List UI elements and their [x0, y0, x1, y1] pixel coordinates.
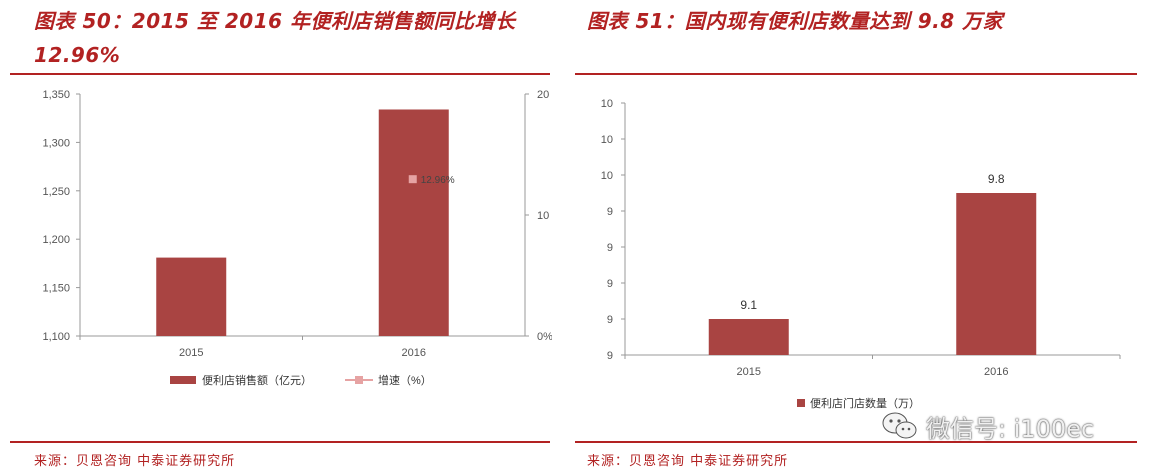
y-tick-label: 10 [601, 134, 613, 146]
left-panel: 图表 50：2015 至 2016 年便利店销售额同比增长 12.96% 1,1… [0, 0, 552, 474]
left-y-tick-label: 1,250 [42, 186, 70, 198]
left-title-rule [10, 73, 550, 75]
bar-stores-2016 [956, 193, 1037, 355]
x-tick-label: 2015 [179, 347, 203, 359]
legend-label-stores: 便利店门店数量（万） [810, 396, 920, 410]
y-tick-label: 9 [607, 278, 613, 290]
watermark: 微信号: i100ec [880, 406, 1140, 446]
y-tick-label: 9 [607, 314, 613, 326]
x-tick-label: 2016 [984, 366, 1008, 378]
right-source: 来源：贝恩咨询 中泰证券研究所 [587, 454, 789, 469]
legend-label-sales: 便利店销售额（亿元） [202, 373, 312, 387]
y-tick-label: 9 [607, 350, 613, 362]
bar-data-label: 9.8 [988, 172, 1005, 186]
bar-sales-2016 [378, 109, 449, 336]
left-y-tick-label: 1,150 [42, 283, 70, 295]
left-chart: 1,100 1,150 1,200 1,250 1,300 1,350 0% 10 20 2015… [42, 89, 552, 387]
y-tick-label: 10 [601, 170, 613, 182]
right-chart-title: 图表 51：国内现有便利店数量达到 9.8 万家 [587, 9, 1004, 33]
bar-sales-2015 [156, 257, 227, 336]
x-tick-label: 2016 [402, 347, 426, 359]
legend-swatch-sales [170, 376, 196, 384]
left-y-tick-label: 1,100 [42, 331, 70, 343]
growth-data-label: 12.96% [421, 175, 455, 186]
right-source-rule [575, 441, 1137, 443]
left-y-tick-label: 1,350 [42, 89, 70, 101]
right-title-rule [575, 73, 1137, 75]
right-y-tick-label: 10 [537, 210, 549, 222]
left-chart-title: 图表 50：2015 至 2016 年便利店销售额同比增长 12.96% [34, 9, 516, 67]
right-y-tick-label: 20 [537, 89, 549, 101]
growth-marker-2016 [408, 175, 417, 184]
legend-swatch-stores [797, 399, 805, 407]
right-panel: 图表 51：国内现有便利店数量达到 9.8 万家 9 9 9 9 9 10 10 10 9.1 2… [575, 0, 1140, 474]
y-tick-label: 9 [607, 242, 613, 254]
y-tick-label: 9 [607, 206, 613, 218]
legend-label-growth: 增速（%） [378, 373, 432, 387]
y-tick-label: 10 [601, 98, 613, 110]
watermark-text: 微信号: i100ec [926, 414, 1095, 443]
bar-data-label: 9.1 [740, 298, 757, 312]
legend-swatch-growth-marker [355, 376, 363, 384]
left-y-tick-label: 1,300 [42, 137, 70, 149]
right-chart: 9 9 9 9 9 10 10 10 9.1 2015 9.8 2016 便利店门店数量（万） [601, 98, 1121, 410]
bar-stores-2015 [708, 319, 789, 355]
left-y-tick-label: 1,200 [42, 234, 70, 246]
x-tick-label: 2015 [737, 366, 761, 378]
left-source: 来源：贝恩咨询 中泰证券研究所 [34, 454, 236, 469]
left-source-rule [10, 441, 550, 443]
right-y-tick-label: 0% [537, 331, 552, 343]
wechat-icon [882, 412, 917, 439]
